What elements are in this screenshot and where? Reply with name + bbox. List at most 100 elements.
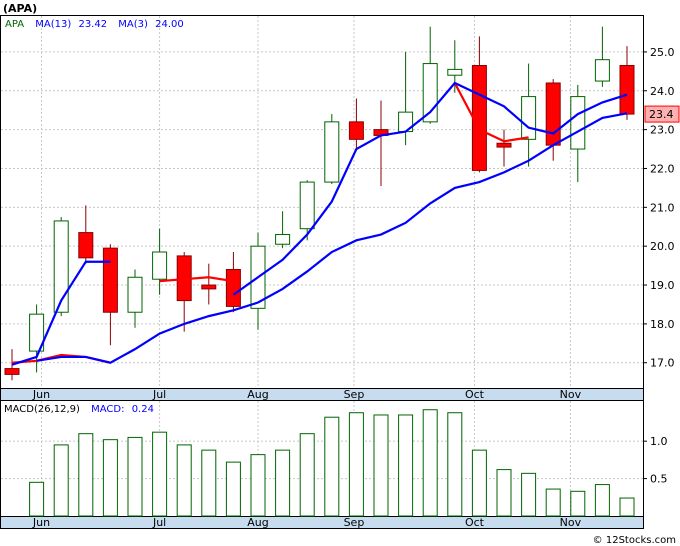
candle: [201, 263, 217, 305]
candle-body: [4, 368, 20, 375]
price-tick-label: 17.0: [650, 357, 675, 370]
macd-bar: [225, 461, 241, 517]
candle-body: [324, 121, 340, 183]
legend-ma3-label: MA(3): [118, 19, 148, 30]
macd-bar: [373, 414, 389, 517]
macd-legend-value-label: MACD:: [91, 404, 124, 415]
price-tick-label: 22.0: [650, 162, 675, 175]
candle-body: [201, 284, 217, 290]
macd-bar: [250, 454, 266, 517]
candle: [594, 26, 610, 87]
chart-title: (APA): [3, 2, 37, 15]
macd-bar: [201, 449, 217, 517]
candle: [53, 217, 69, 317]
macd-x-label: Nov: [560, 516, 582, 529]
macd-tick-label: 1.0: [650, 435, 668, 448]
price-tick-label: 23.0: [650, 124, 675, 137]
candle: [348, 98, 364, 150]
candle-body: [225, 268, 241, 307]
candle-body: [471, 65, 487, 171]
candle-body: [594, 59, 610, 82]
ma3-highlight-line: [159, 276, 234, 283]
macd-bar: [275, 449, 291, 517]
price-tick-label: 20.0: [650, 240, 675, 253]
candle-body: [127, 276, 143, 313]
macd-bar: [398, 414, 414, 517]
price-x-label: Nov: [560, 388, 582, 401]
macd-bar: [496, 469, 512, 517]
macd-bar: [570, 490, 586, 517]
candle: [570, 84, 586, 183]
macd-bar: [176, 444, 192, 517]
candle: [299, 180, 315, 241]
macd-bar: [471, 449, 487, 517]
macd-bar: [422, 409, 438, 517]
macd-bar: [324, 416, 340, 517]
candle-body: [102, 247, 118, 313]
macd-bar: [447, 412, 463, 517]
macd-bar: [545, 488, 561, 517]
macd-x-label: Sep: [344, 516, 365, 529]
macd-x-label: Aug: [247, 516, 268, 529]
candle: [225, 252, 241, 313]
macd-legend-label: MACD(26,12,9): [4, 404, 80, 415]
candle: [398, 51, 414, 146]
price-tick-label: 21.0: [650, 201, 675, 214]
watermark: © 12Stocks.com: [593, 535, 676, 546]
macd-bar: [29, 481, 45, 517]
candle-body: [496, 142, 512, 148]
last-price-label: 23.4: [649, 108, 674, 121]
candle-body: [447, 68, 463, 76]
candle-body: [78, 232, 94, 259]
candle: [127, 269, 143, 328]
candle: [152, 228, 168, 295]
candle-body: [29, 313, 45, 352]
macd-legend: MACD(26,12,9) MACD: 0.24: [4, 404, 154, 415]
candle-body: [152, 251, 168, 280]
candle-body: [570, 96, 586, 150]
macd-legend-value: 0.24: [132, 404, 154, 415]
candle-body: [521, 96, 537, 140]
macd-tick-label: 0.5: [650, 473, 668, 486]
macd-bar: [102, 439, 118, 517]
legend-symbol: APA: [5, 19, 24, 30]
moving-average-lines: [11, 81, 628, 366]
candle: [324, 114, 340, 185]
macd-bar: [348, 412, 364, 517]
candle-body: [53, 220, 69, 313]
candle-body: [545, 82, 561, 146]
price-axis-strip: [0, 388, 644, 401]
candle: [496, 129, 512, 167]
macd-bar: [152, 431, 168, 517]
macd-bar: [521, 472, 537, 517]
price-panel-frame: [0, 15, 644, 389]
macd-bar: [619, 497, 635, 517]
macd-bars: [29, 409, 635, 517]
price-x-label: Jul: [152, 388, 166, 401]
macd-axis-strip: [0, 516, 644, 529]
price-x-label: Oct: [465, 388, 485, 401]
macd-bar: [594, 484, 610, 517]
candle: [275, 211, 291, 249]
macd-bar: [299, 433, 315, 517]
macd-bar: [78, 433, 94, 517]
last-price-tag: [644, 105, 680, 123]
legend-ma13-value: 23.42: [78, 19, 107, 30]
price-tick-label: 25.0: [650, 46, 675, 59]
macd-bar: [127, 436, 143, 517]
legend-ma13-label: MA(13): [35, 19, 71, 30]
macd-bar: [53, 444, 69, 517]
candle-body: [348, 121, 364, 140]
price-tick-label: 24.0: [650, 85, 675, 98]
price-tick-label: 18.0: [650, 318, 675, 331]
ma3-line: [36, 112, 628, 364]
macd-x-label: Oct: [465, 516, 485, 529]
candle-body: [299, 181, 315, 230]
candle-body: [275, 234, 291, 245]
macd-x-label: Jun: [32, 516, 50, 529]
price-x-label: Sep: [344, 388, 365, 401]
candle: [78, 205, 94, 264]
ma3-highlight-line: [453, 82, 529, 143]
